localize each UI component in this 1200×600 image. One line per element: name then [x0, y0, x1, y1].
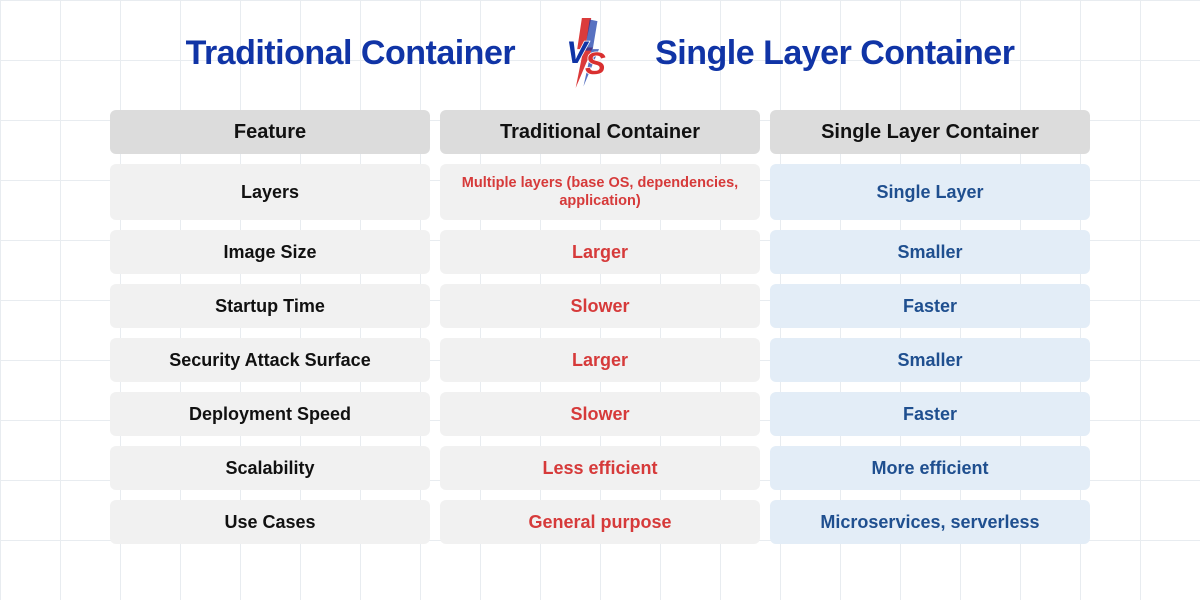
feature-cell: Layers	[110, 164, 430, 220]
header: Traditional Container V S Single Layer C…	[0, 0, 1200, 98]
feature-cell: Scalability	[110, 446, 430, 490]
single-cell: Faster	[770, 392, 1090, 436]
title-right: Single Layer Container	[655, 34, 1014, 73]
single-cell: Smaller	[770, 338, 1090, 382]
feature-cell: Startup Time	[110, 284, 430, 328]
comparison-table: Feature Traditional Container Single Lay…	[0, 110, 1200, 544]
single-cell: Microservices, serverless	[770, 500, 1090, 544]
title-left: Traditional Container	[186, 34, 516, 73]
table-row: ScalabilityLess efficientMore efficient	[110, 446, 1090, 490]
traditional-cell: General purpose	[440, 500, 760, 544]
feature-cell: Deployment Speed	[110, 392, 430, 436]
col-header-traditional: Traditional Container	[440, 110, 760, 154]
single-cell: More efficient	[770, 446, 1090, 490]
svg-text:S: S	[585, 46, 606, 81]
traditional-cell: Slower	[440, 392, 760, 436]
single-cell: Single Layer	[770, 164, 1090, 220]
col-header-single: Single Layer Container	[770, 110, 1090, 154]
traditional-cell: Slower	[440, 284, 760, 328]
vs-icon: V S	[545, 18, 625, 88]
table-row: Image SizeLargerSmaller	[110, 230, 1090, 274]
feature-cell: Security Attack Surface	[110, 338, 430, 382]
table-row: LayersMultiple layers (base OS, dependen…	[110, 164, 1090, 220]
table-row: Use CasesGeneral purposeMicroservices, s…	[110, 500, 1090, 544]
traditional-cell: Larger	[440, 338, 760, 382]
table-header-row: Feature Traditional Container Single Lay…	[110, 110, 1090, 154]
traditional-cell: Less efficient	[440, 446, 760, 490]
col-header-feature: Feature	[110, 110, 430, 154]
table-row: Security Attack SurfaceLargerSmaller	[110, 338, 1090, 382]
feature-cell: Use Cases	[110, 500, 430, 544]
table-row: Startup TimeSlowerFaster	[110, 284, 1090, 328]
single-cell: Smaller	[770, 230, 1090, 274]
feature-cell: Image Size	[110, 230, 430, 274]
table-row: Deployment SpeedSlowerFaster	[110, 392, 1090, 436]
traditional-cell: Larger	[440, 230, 760, 274]
traditional-cell: Multiple layers (base OS, dependencies, …	[440, 164, 760, 220]
single-cell: Faster	[770, 284, 1090, 328]
